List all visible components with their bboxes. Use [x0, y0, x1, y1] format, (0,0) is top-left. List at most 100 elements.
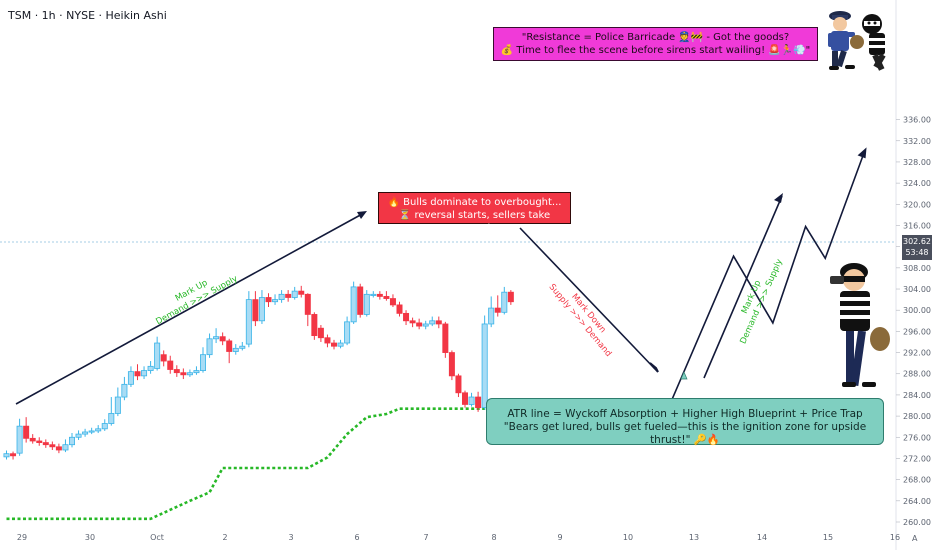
last-price: 302.62: [903, 237, 931, 246]
candle-body: [239, 345, 246, 349]
candle: [435, 316, 442, 329]
candle-body: [468, 396, 475, 405]
candle: [272, 294, 279, 305]
candle: [429, 316, 436, 327]
candle-body: [82, 431, 89, 435]
candle-body: [121, 383, 128, 398]
price-tick-label: 264.00: [903, 497, 931, 506]
time-tick-label: 7: [423, 533, 428, 542]
price-tick-label: 316.00: [903, 221, 931, 230]
bulls-callout-line2: ⏳ reversal starts, sellers take control.: [398, 210, 551, 234]
candle-body: [376, 293, 383, 297]
price-tick-label: 272.00: [903, 454, 931, 463]
candle-body: [389, 298, 396, 306]
candle-body: [232, 347, 239, 352]
candle: [311, 312, 318, 340]
candle-body: [193, 370, 200, 374]
time-tick-label: 15: [823, 533, 833, 542]
candle: [330, 339, 337, 350]
candle: [468, 392, 475, 407]
candle: [501, 286, 508, 315]
price-tick-label: 328.00: [903, 158, 931, 167]
price-tick-label: 332.00: [903, 137, 931, 146]
candle-body: [199, 354, 206, 371]
candle: [461, 390, 468, 408]
price-tick-label: 280.00: [903, 412, 931, 421]
atr-callout-line1: ATR line = Wyckoff Absorption + Higher H…: [507, 408, 863, 420]
candle: [265, 293, 272, 308]
candle-body: [501, 291, 508, 313]
candle-body: [16, 425, 23, 454]
price-tick-label: 304.00: [903, 285, 931, 294]
candle-body: [252, 299, 259, 322]
candle: [376, 291, 383, 300]
time-tick-label: Oct: [150, 533, 164, 542]
price-tick-label: 276.00: [903, 433, 931, 442]
candle: [16, 418, 23, 456]
candle: [416, 318, 423, 330]
candle-body: [357, 286, 364, 315]
pin-marker: [680, 371, 688, 380]
candle-body: [481, 323, 488, 409]
candle: [62, 439, 69, 453]
candle: [475, 391, 482, 412]
time-tick-label: 10: [623, 533, 633, 542]
candle-body: [49, 444, 56, 448]
candle-body: [330, 342, 337, 347]
candle: [199, 347, 206, 373]
candle-body: [409, 320, 416, 324]
candle-body: [10, 453, 17, 457]
candle: [127, 366, 134, 387]
candle: [455, 373, 462, 398]
candle-body: [403, 312, 410, 322]
candle-body: [160, 354, 167, 362]
candle-body: [416, 322, 423, 327]
candle: [448, 350, 455, 381]
candle: [219, 332, 226, 346]
time-tick-label: 8: [491, 533, 496, 542]
candle: [88, 427, 95, 435]
markup-label-1: Mark Up Demand >>> Supply: [154, 274, 239, 327]
candle: [317, 325, 324, 342]
candle: [232, 344, 239, 355]
time-axis: 29 30 Oct 2 3 6 7 8 9 10 13 14 15 16: [17, 533, 900, 542]
price-tick-label: 284.00: [903, 391, 931, 400]
candle: [285, 290, 292, 302]
candle: [36, 437, 43, 446]
bar-countdown: 53:48: [905, 248, 929, 257]
ticker-title: TSM · 1h · NYSE · Heikin Ashi: [8, 9, 167, 22]
candle-body: [147, 365, 154, 371]
candle: [298, 285, 305, 298]
candle-body: [344, 321, 351, 344]
candle: [186, 369, 193, 377]
candle: [134, 364, 141, 381]
candle-body: [213, 336, 220, 340]
candle: [180, 368, 187, 380]
candle-body: [488, 307, 495, 325]
candle: [442, 321, 449, 358]
candle: [278, 290, 285, 303]
candle-body: [435, 320, 442, 325]
candle-body: [23, 425, 30, 439]
candle-body: [95, 428, 102, 432]
candle-body: [475, 396, 482, 409]
candle-body: [173, 369, 180, 374]
time-tick-label: 6: [354, 533, 359, 542]
candle-body: [258, 297, 265, 322]
candle: [193, 366, 200, 375]
markup-arrow-2: [703, 195, 783, 379]
candle-body: [507, 291, 514, 303]
candle-body: [429, 320, 436, 325]
time-tick-label: 3: [288, 533, 293, 542]
candle: [147, 361, 154, 374]
atr-callout-line2: "Bears get lured, bulls get fueled—this …: [503, 421, 867, 446]
auto-scale-button[interactable]: A: [912, 534, 918, 543]
candle-body: [337, 342, 344, 347]
candle: [173, 365, 180, 377]
candle: [10, 451, 17, 460]
candle: [481, 315, 488, 410]
candle: [370, 291, 377, 298]
last-price-tag: 302.62 53:48: [902, 235, 932, 260]
time-tick-label: 30: [85, 533, 95, 542]
